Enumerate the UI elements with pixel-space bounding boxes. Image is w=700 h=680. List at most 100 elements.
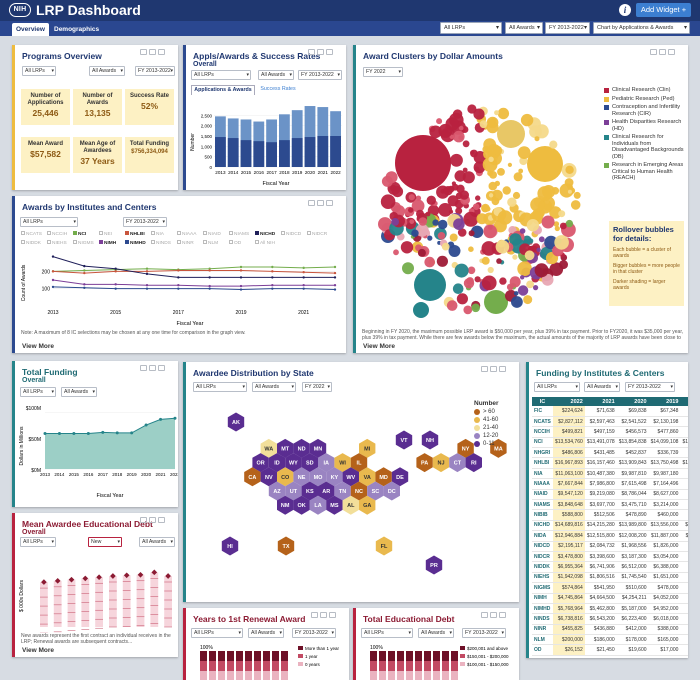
filter-icon[interactable]: [320, 612, 327, 618]
lrp-select[interactable]: All LRPs: [191, 628, 243, 638]
award-select[interactable]: All Awards: [584, 382, 620, 392]
legend-item[interactable]: NIAID: [203, 231, 221, 237]
legend-item[interactable]: NIA: [151, 231, 164, 237]
award-select[interactable]: All Awards: [258, 70, 294, 80]
column-header[interactable]: 2021: [584, 397, 617, 406]
menu-icon[interactable]: [326, 200, 333, 206]
card-actions[interactable]: [138, 49, 174, 57]
menu-icon[interactable]: [668, 49, 675, 55]
filter-icon[interactable]: [149, 365, 156, 371]
add-widget-button[interactable]: Add Widget +: [636, 3, 691, 17]
menu-icon[interactable]: [499, 366, 506, 372]
menu-icon[interactable]: [158, 365, 165, 371]
menu-icon[interactable]: [499, 612, 506, 618]
fy-select[interactable]: FY 2013-2022: [298, 70, 342, 80]
filter-icon[interactable]: [317, 49, 324, 55]
legend-item[interactable]: NEI: [99, 231, 112, 237]
column-header[interactable]: IC: [532, 397, 553, 406]
legend-item[interactable]: NCI: [73, 231, 86, 237]
card-actions[interactable]: [648, 49, 684, 57]
comment-icon[interactable]: [311, 612, 318, 618]
card-actions[interactable]: [306, 200, 342, 208]
card-actions[interactable]: [479, 366, 515, 374]
institutes-legend[interactable]: NCATS NCCIH NCI NEI NHLBI NIA NIAAA NIAID NIAMS N…: [21, 231, 341, 251]
legend-item[interactable]: NIAAA: [177, 231, 196, 237]
view-more-link[interactable]: View More: [22, 647, 55, 654]
lrp-select[interactable]: All LRPs: [20, 217, 78, 227]
global-fy-select[interactable]: FY 2013-2022: [545, 22, 590, 34]
award-select[interactable]: All Awards: [248, 628, 284, 638]
comment-icon[interactable]: [481, 612, 488, 618]
bubble-chart[interactable]: [361, 80, 601, 335]
global-lrp-select[interactable]: All LRPs: [440, 22, 502, 34]
column-header[interactable]: 2022: [552, 397, 585, 406]
column-header[interactable]: 2020: [616, 397, 649, 406]
tab-applications-awards[interactable]: Applications & Awards: [191, 85, 255, 95]
lrp-select[interactable]: All LRPs: [193, 382, 247, 392]
tab-success-rates[interactable]: Success Rates: [260, 86, 296, 92]
legend-item[interactable]: NICHD: [255, 231, 275, 237]
lrp-select[interactable]: All LRPs: [534, 382, 580, 392]
award-select[interactable]: All Awards: [418, 628, 454, 638]
card-actions[interactable]: [138, 365, 174, 373]
filter-icon[interactable]: [317, 200, 324, 206]
tab-demographics[interactable]: Demographics: [54, 26, 100, 33]
card-actions[interactable]: [479, 612, 515, 620]
legend-item[interactable]: All NIH: [255, 240, 275, 246]
comment-icon[interactable]: [140, 517, 147, 523]
legend-item[interactable]: NIDCR: [307, 231, 327, 237]
filter-icon[interactable]: [490, 366, 497, 372]
view-more-link[interactable]: View More: [363, 343, 396, 350]
filter-icon[interactable]: [659, 49, 666, 55]
tab-overview[interactable]: Overview: [12, 23, 49, 36]
hex-map[interactable]: AK VT NH WA MT ND MN MI NY MA OR ID WY SD IA WI IL PA NJ CT…: [186, 398, 519, 598]
comment-icon[interactable]: [650, 49, 657, 55]
comment-icon[interactable]: [308, 200, 315, 206]
award-select[interactable]: All Awards: [252, 382, 296, 392]
info-icon[interactable]: i: [619, 4, 631, 16]
card-actions[interactable]: [306, 49, 342, 57]
award-select[interactable]: All Awards: [61, 387, 97, 397]
menu-icon[interactable]: [329, 612, 336, 618]
fy-select[interactable]: FY 2013-2022: [292, 628, 336, 638]
lrp-select[interactable]: All LRPs: [22, 66, 56, 76]
fy-select[interactable]: FY 2013-2022: [625, 382, 675, 392]
comment-icon[interactable]: [308, 49, 315, 55]
legend-item[interactable]: NCATS: [21, 231, 42, 237]
legend-item[interactable]: NIGMS: [73, 240, 94, 246]
lrp-select[interactable]: All LRPs: [361, 628, 413, 638]
legend-item[interactable]: NIDDK: [21, 240, 41, 246]
comment-icon[interactable]: [481, 366, 488, 372]
legend-item[interactable]: NIMHD: [125, 240, 146, 246]
legend-item[interactable]: NIEHS: [47, 240, 67, 246]
new-renewal-select[interactable]: New: [88, 537, 122, 547]
legend-item[interactable]: NIMH: [99, 240, 116, 246]
legend-item[interactable]: NIAMS: [229, 231, 249, 237]
fy-select[interactable]: FY 2022: [302, 382, 332, 392]
legend-item[interactable]: NLM: [203, 240, 218, 246]
lrp-select[interactable]: All LRPs: [20, 537, 56, 547]
legend-item[interactable]: OD: [229, 240, 241, 246]
legend-item[interactable]: NINR: [177, 240, 194, 246]
comment-icon[interactable]: [140, 365, 147, 371]
lrp-select[interactable]: All LRPs: [191, 70, 251, 80]
card-actions[interactable]: [138, 517, 174, 525]
fy-select[interactable]: FY 2013-2022: [135, 66, 175, 76]
menu-icon[interactable]: [158, 49, 165, 55]
legend-item[interactable]: NCCIH: [47, 231, 67, 237]
lrp-select[interactable]: All LRPs: [20, 387, 56, 397]
fy-select[interactable]: FY 2013-2022: [123, 217, 167, 227]
filter-icon[interactable]: [490, 612, 497, 618]
view-more-link[interactable]: View More: [22, 343, 55, 350]
award-select[interactable]: All Awards: [139, 537, 175, 547]
column-header[interactable]: 20: [680, 397, 688, 406]
column-header[interactable]: 2019: [648, 397, 681, 406]
legend-item[interactable]: NIDCD: [281, 231, 301, 237]
global-award-select[interactable]: All Awards: [505, 22, 543, 34]
legend-item[interactable]: NINDS: [151, 240, 171, 246]
comment-icon[interactable]: [140, 49, 147, 55]
award-select[interactable]: All Awards: [89, 66, 125, 76]
global-chart-select[interactable]: Chart by Applications & Awards: [593, 22, 690, 34]
menu-icon[interactable]: [326, 49, 333, 55]
legend-item[interactable]: NHLBI: [125, 231, 145, 237]
